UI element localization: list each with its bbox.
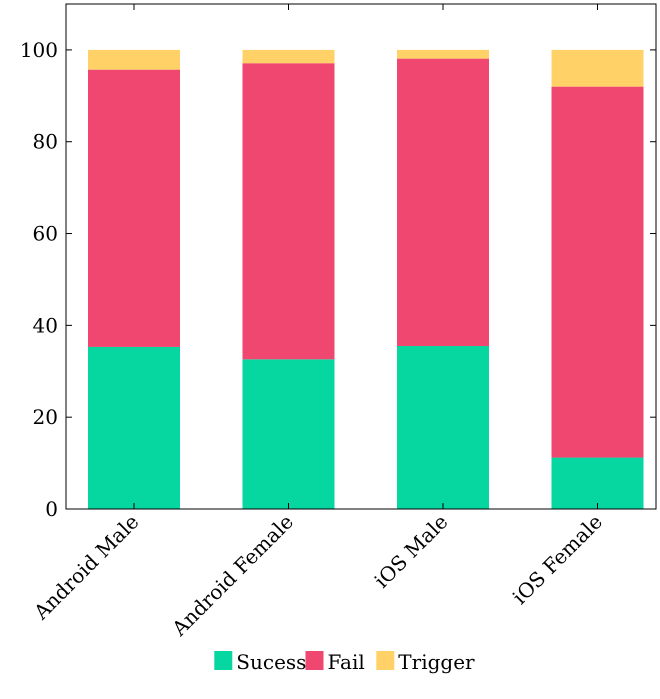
x-tick-label: iOS Female	[508, 510, 607, 609]
x-tick-label: Android Male	[28, 510, 143, 625]
bar-fail-3	[397, 58, 489, 347]
bar-trigger-4	[551, 49, 644, 87]
x-tick-labels: Android Male Android Female iOS Male iOS Fe…	[28, 510, 607, 642]
bar-sucess-1	[88, 346, 180, 509]
y-tick-label: 100	[20, 38, 58, 62]
y-tick-label: 80	[33, 130, 58, 154]
y-tick-label: 60	[33, 222, 58, 246]
x-tick-label: Android Female	[166, 510, 298, 642]
bar-sucess-2	[242, 359, 335, 509]
bar-trigger-2	[242, 49, 335, 64]
bar-sucess-4	[551, 457, 644, 509]
bar-trigger-1	[88, 49, 180, 70]
y-tick-label: 20	[33, 405, 58, 429]
y-tick-label: 0	[45, 497, 58, 521]
plot-frame	[65, 3, 657, 510]
y-tick-labels: 0 20 40 60 80 100	[20, 38, 58, 521]
bar-fail-2	[242, 63, 335, 360]
legend: Sucess Fail Trigger	[214, 650, 475, 674]
y-tick-label: 40	[33, 313, 58, 337]
bars-layer	[88, 49, 644, 509]
legend-swatch-trigger	[376, 651, 395, 670]
legend-swatch-fail	[305, 651, 324, 670]
axis-ticks	[66, 4, 656, 510]
legend-label-fail: Fail	[328, 650, 365, 674]
x-tick-label: iOS Male	[369, 510, 452, 593]
legend-label-sucess: Sucess	[236, 650, 306, 674]
bar-fail-4	[551, 86, 644, 458]
legend-swatch-sucess	[214, 651, 233, 670]
bar-sucess-3	[397, 346, 489, 509]
bar-trigger-3	[397, 49, 489, 59]
legend-label-trigger: Trigger	[398, 650, 475, 674]
bar-fail-1	[88, 69, 180, 347]
